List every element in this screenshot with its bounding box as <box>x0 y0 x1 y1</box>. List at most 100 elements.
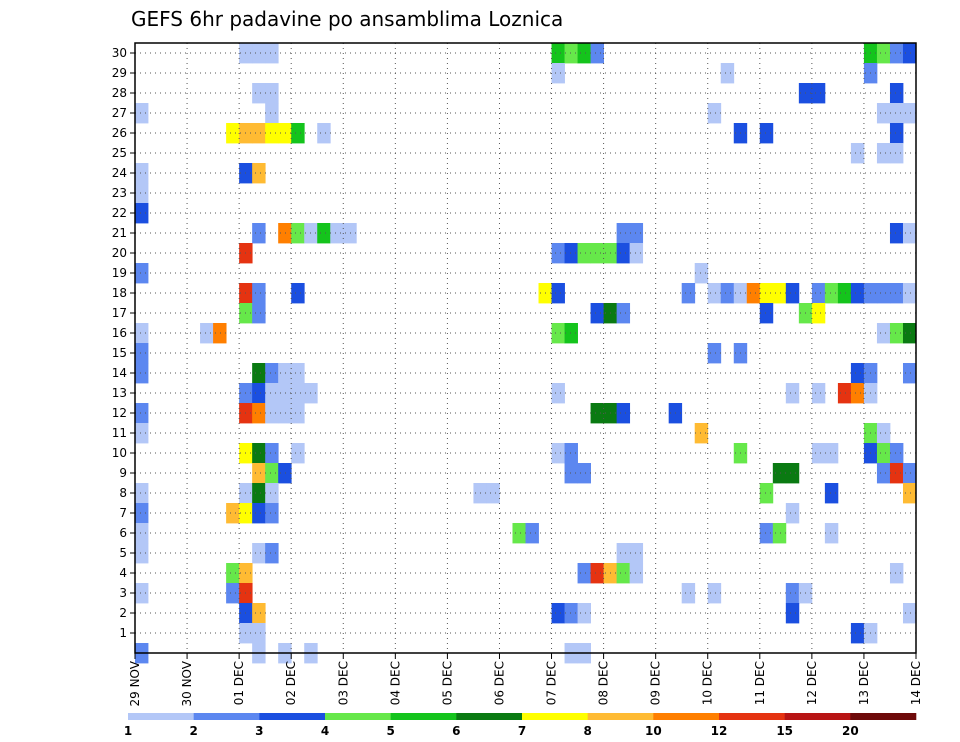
plot-frame <box>134 42 917 654</box>
x-tick-label: 05 DEC <box>440 661 454 705</box>
y-tick-label: 27 <box>112 106 127 120</box>
heatmap-cell <box>811 283 826 304</box>
x-tick-label: 11 DEC <box>753 661 767 705</box>
heatmap-cell <box>577 603 591 624</box>
heatmap-cell <box>252 623 266 644</box>
colorbar-segment <box>850 713 917 720</box>
y-tick-label: 8 <box>119 486 127 500</box>
heatmap-cell <box>135 203 149 224</box>
heatmap-cell <box>616 243 631 264</box>
heatmap-cell <box>135 583 149 604</box>
heatmap-cell <box>707 103 722 124</box>
heatmap-cell <box>135 423 149 444</box>
y-tick-label: 30 <box>112 46 127 60</box>
heatmap-cell <box>564 43 578 64</box>
heatmap-cell <box>265 403 279 424</box>
heatmap-cell <box>785 283 800 304</box>
grid-lines <box>135 43 916 653</box>
heatmap-cell <box>694 263 709 284</box>
heatmap-cell <box>135 483 149 504</box>
heatmap-cell <box>850 623 865 644</box>
y-tick-label: 23 <box>112 186 127 200</box>
heatmap-cell <box>278 123 292 144</box>
heatmap-cell <box>564 603 578 624</box>
heatmap-cell <box>278 363 292 384</box>
y-tick-label: 10 <box>112 446 127 460</box>
x-tick-label: 01 DEC <box>232 661 246 705</box>
y-tick-label: 22 <box>112 206 127 220</box>
colorbar-label: 1 <box>124 724 132 738</box>
x-tick-label: 30 NOV <box>180 660 194 706</box>
heatmap-cell <box>772 523 787 544</box>
heatmap-cell <box>551 603 565 624</box>
heatmap-cell <box>629 543 644 564</box>
heatmap-cell <box>291 403 305 424</box>
heatmap-cell <box>291 363 305 384</box>
heatmap-cell <box>876 283 891 304</box>
heatmap-cell <box>330 223 344 244</box>
heatmap-cell <box>772 463 787 484</box>
y-tick-label: 28 <box>112 86 127 100</box>
heatmap-cell <box>902 223 917 244</box>
heatmap-cell <box>291 223 305 244</box>
x-tick-label: 09 DEC <box>649 661 663 705</box>
heatmap-cell <box>265 363 279 384</box>
heatmap-cell <box>876 103 891 124</box>
heatmap-cell <box>889 43 904 64</box>
heatmap-cell <box>226 583 240 604</box>
heatmap-cell <box>824 523 839 544</box>
y-tick-label: 11 <box>112 426 127 440</box>
heatmap-cell <box>707 583 722 604</box>
heatmap-cell <box>811 303 826 324</box>
heatmap-cell <box>616 223 631 244</box>
y-tick-label: 2 <box>119 606 127 620</box>
y-tick-label: 26 <box>112 126 127 140</box>
heatmap-cell <box>564 463 578 484</box>
heatmap-cell <box>681 583 696 604</box>
heatmap-cell <box>759 283 774 304</box>
heatmap-cell <box>577 563 591 584</box>
x-axis: 29 NOV 30 NOV 01 DEC 02 DEC 03 DEC 04 DEC 05 D… <box>128 653 923 707</box>
heatmap-cell <box>616 403 631 424</box>
y-tick-label: 5 <box>119 546 127 560</box>
y-tick-label: 13 <box>112 386 127 400</box>
colorbar-label: 12 <box>711 724 728 738</box>
y-tick-label: 21 <box>112 226 127 240</box>
heatmap-cell <box>317 123 331 144</box>
heatmap-cell <box>850 363 865 384</box>
heatmap-cell <box>252 543 266 564</box>
colorbar-label: 2 <box>189 724 197 738</box>
heatmap-cell <box>824 283 839 304</box>
heatmap-cell <box>850 283 865 304</box>
colorbar-segment <box>719 713 785 720</box>
heatmap-cell <box>902 103 917 124</box>
heatmap-cell <box>226 503 240 524</box>
heatmap-cell <box>135 183 149 204</box>
heatmap-cell <box>265 483 279 504</box>
heatmap-cell <box>876 463 891 484</box>
heatmap-cell <box>694 423 709 444</box>
heatmap-cell <box>759 523 774 544</box>
heatmap-cell <box>889 83 904 104</box>
y-tick-label: 29 <box>112 66 127 80</box>
heatmap-cell <box>629 223 644 244</box>
heatmap-cell <box>252 463 266 484</box>
heatmap-cell <box>291 283 305 304</box>
heatmap-cell <box>824 443 839 464</box>
heatmap-cell <box>876 323 891 344</box>
heatmap-cell <box>785 583 800 604</box>
colorbar-segment <box>653 713 720 720</box>
heatmap-cell <box>265 503 279 524</box>
heatmap-cell <box>564 443 578 464</box>
x-tick-label: 08 DEC <box>597 661 611 705</box>
heatmap-cell <box>590 303 604 324</box>
heatmap-cell <box>252 403 266 424</box>
heatmap-cell <box>811 443 826 464</box>
heatmap-cell <box>564 323 578 344</box>
colorbar-label: 15 <box>776 724 793 738</box>
y-tick-label: 24 <box>112 166 127 180</box>
heatmap-cell <box>265 543 279 564</box>
heatmap-cell <box>616 563 631 584</box>
heatmap-cell <box>265 443 279 464</box>
colorbar-segment <box>587 713 654 720</box>
